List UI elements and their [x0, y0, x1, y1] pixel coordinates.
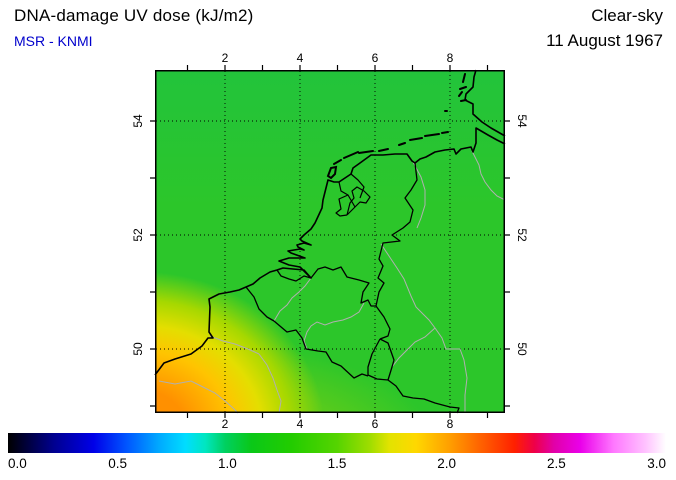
lon-label-bottom-4: 4 — [296, 417, 304, 431]
colorbar-label-2.0: 2.0 — [437, 456, 457, 471]
colorbar-label-0.0: 0.0 — [8, 456, 27, 471]
lat-label-left-50: 50 — [131, 342, 145, 356]
lon-label-bottom-8: 8 — [446, 417, 454, 431]
colorbar-label-1.5: 1.5 — [327, 456, 347, 471]
lon-label-bottom-2: 2 — [221, 417, 229, 431]
colorbar-label-3.0: 3.0 — [647, 456, 666, 471]
lat-label-left-54: 54 — [131, 114, 145, 128]
uv-field — [155, 70, 505, 413]
colorbar-label-0.5: 0.5 — [108, 456, 128, 471]
colorbar: 0.0 0.5 1.0 1.5 2.0 2.5 3.0 — [8, 433, 666, 472]
colorbar-gradient — [8, 433, 666, 453]
source-label: MSR - KNMI — [14, 33, 93, 49]
plot-title: DNA-damage UV dose (kJ/m2) — [14, 6, 254, 25]
condition-label: Clear-sky — [591, 6, 663, 25]
colorbar-label-1.0: 1.0 — [217, 456, 237, 471]
colorbar-labels: 0.0 0.5 1.0 1.5 2.0 2.5 3.0 — [8, 456, 666, 472]
lon-label-bottom-6: 6 — [371, 417, 379, 431]
date-label: 11 August 1967 — [546, 31, 663, 50]
header-left: DNA-damage UV dose (kJ/m2) MSR - KNMI — [14, 6, 254, 49]
header-right: Clear-sky 11 August 1967 — [546, 6, 663, 51]
map-panel: 2 4 6 8 2 4 6 8 54 52 50 54 52 50 — [131, 52, 529, 430]
colorbar-label-2.5: 2.5 — [546, 456, 566, 471]
lon-label-top-6: 6 — [371, 51, 379, 65]
lat-label-left-52: 52 — [131, 228, 145, 242]
lon-label-top-4: 4 — [296, 51, 304, 65]
lat-label-right-52: 52 — [515, 228, 529, 242]
lon-label-top-8: 8 — [446, 51, 454, 65]
lon-label-top-2: 2 — [221, 51, 229, 65]
lat-label-right-54: 54 — [515, 114, 529, 128]
lat-label-right-50: 50 — [515, 342, 529, 356]
